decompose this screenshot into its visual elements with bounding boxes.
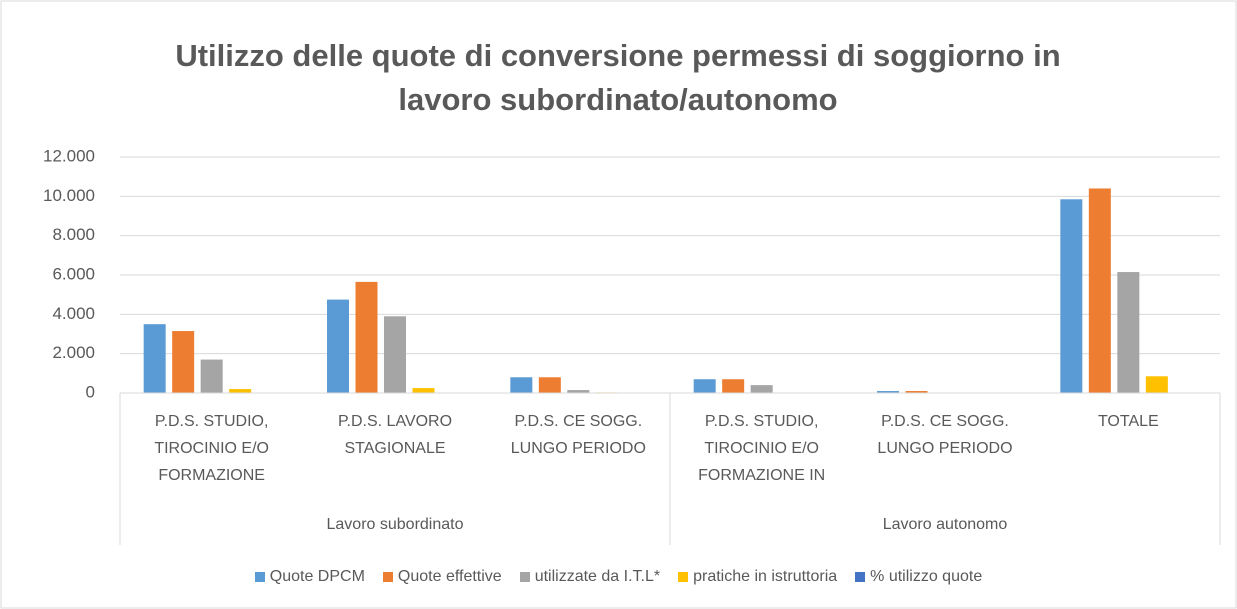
legend-swatch [855,572,866,582]
legend-swatch [254,572,265,582]
legend-label: pratiche in istruttoria [693,568,838,585]
bar [1145,376,1168,393]
bar [143,324,166,393]
group-label: Lavoro subordinato [326,516,464,533]
y-tick-label: 10.000 [43,186,95,205]
legend-label: % utilizzo quote [870,568,983,585]
legend: Quote DPCM Quote effettive utilizzate da I… [0,568,1237,586]
legend-item: Quote effettive [382,568,502,586]
x-tick-label: P.D.S. STUDIO, TIROCINIO E/O FORMAZIONE [154,413,269,484]
y-tick-label: 0 [86,382,95,401]
bar [567,390,590,393]
legend-label: Quote effettive [397,568,502,585]
legend-item: utilizzate da I.T.L* [519,568,661,586]
bar [327,299,349,393]
x-tick-label: P.D.S. CE SOGG. LUNGO PERIODO [510,413,646,457]
bar [510,377,533,393]
bar [384,316,406,393]
bar [1088,188,1111,393]
group-label: Lavoro autonomo [882,516,1008,533]
legend-label: utilizzate da I.T.L* [534,568,661,585]
legend-swatch [678,572,689,582]
legend-swatch [382,572,393,582]
chart-title: Utilizzo delle quote di conversione perm… [175,38,1061,117]
bar [722,379,745,393]
bar [355,281,378,393]
x-tick-label: TOTALE [1097,413,1159,430]
y-tick-label: 12.000 [43,146,95,165]
x-tick-label: P.D.S. STUDIO, TIROCINIO E/O FORMAZIONE … [698,413,826,484]
bar [172,331,195,393]
legend-swatch [519,572,530,582]
bar [877,391,899,393]
bar [1060,199,1083,393]
x-tick-label: P.D.S. CE SOGG. LUNGO PERIODO [877,413,1013,457]
bar [538,377,561,393]
legend-item: % utilizzo quote [855,568,982,586]
y-tick-label: 6.000 [52,264,95,283]
y-tick-label: 2.000 [52,343,95,362]
bar [412,388,435,393]
bar [905,391,928,393]
bar [1117,272,1140,393]
legend-item: Quote DPCM [254,568,365,586]
y-tick-label: 8.000 [52,225,95,244]
legend-label: Quote DPCM [269,568,365,585]
bar [200,359,223,393]
x-tick-label: P.D.S. LAVORO STAGIONALE [337,413,453,457]
bar [229,389,252,393]
bar [693,379,716,393]
y-tick-label: 4.000 [52,304,95,323]
bar [750,385,773,393]
legend-item: pratiche in istruttoria [678,568,837,586]
